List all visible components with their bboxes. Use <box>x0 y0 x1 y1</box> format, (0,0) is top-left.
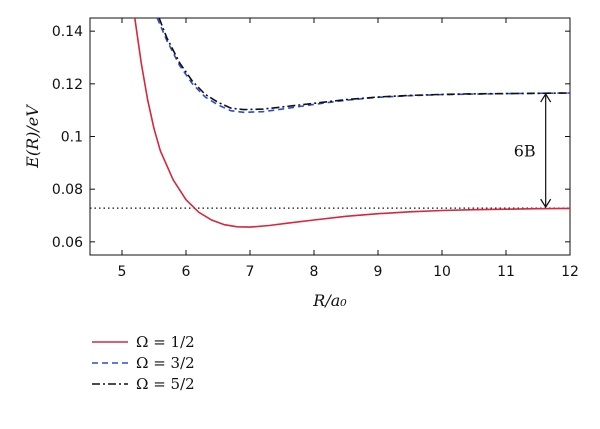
legend: Ω = 1/2 Ω = 3/2 Ω = 5/2 <box>92 333 195 393</box>
y-tick-label: 0.12 <box>52 77 83 93</box>
y-tick-label: 0.14 <box>52 24 83 40</box>
y-tick-label: 0.1 <box>61 130 83 146</box>
series-line-1 <box>134 18 570 228</box>
plot-frame <box>89 17 571 256</box>
arrowhead-bottom <box>540 198 552 209</box>
legend-label-2: Ω = 3/2 <box>136 354 195 372</box>
annotation-6b: 6B <box>514 92 552 209</box>
annotation-label: 6B <box>514 142 536 161</box>
x-tick-label: 10 <box>433 264 451 280</box>
y-tick-label: 0.06 <box>52 235 83 251</box>
axes-frame <box>89 17 571 256</box>
legend-label-3: Ω = 5/2 <box>136 375 195 393</box>
x-tick-label: 5 <box>118 264 127 280</box>
series-line-2 <box>156 18 570 114</box>
x-tick-label: 9 <box>374 264 383 280</box>
x-tick-label: 11 <box>497 264 515 280</box>
legend-label-1: Ω = 1/2 <box>136 333 195 351</box>
x-tick-label: 7 <box>246 264 255 280</box>
arrowhead-top <box>540 92 552 103</box>
y-tick-label: 0.08 <box>52 182 83 198</box>
axis-ticks: 5 6 7 8 9 10 11 12 0.06 0.08 0.1 0.12 0.14 <box>52 18 579 280</box>
x-tick-label: 8 <box>310 264 319 280</box>
series-line-3 <box>158 18 570 111</box>
x-tick-label: 6 <box>182 264 191 280</box>
x-tick-label: 12 <box>561 264 579 280</box>
x-axis-label: R/a₀ <box>312 291 347 310</box>
y-axis-label: E(R)/eV <box>23 104 42 169</box>
series-lines <box>134 18 570 228</box>
